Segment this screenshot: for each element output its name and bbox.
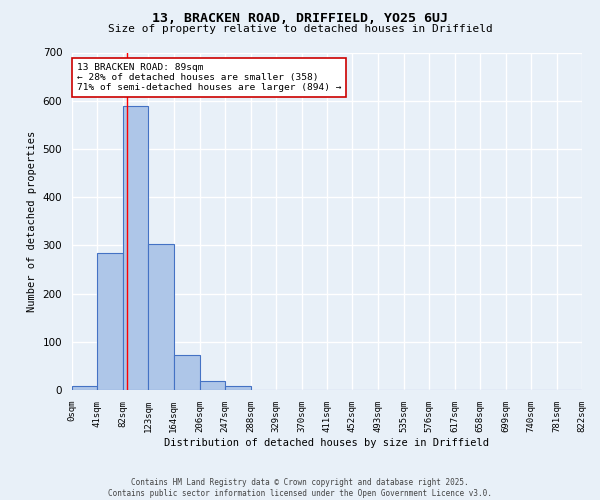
Bar [97, 252, 123, 390]
Y-axis label: Number of detached properties: Number of detached properties [27, 130, 37, 312]
X-axis label: Distribution of detached houses by size in Driffield: Distribution of detached houses by size … [164, 438, 490, 448]
Text: Contains HM Land Registry data © Crown copyright and database right 2025.
Contai: Contains HM Land Registry data © Crown c… [108, 478, 492, 498]
Bar [72, 386, 97, 390]
Bar [123, 106, 148, 390]
Text: Size of property relative to detached houses in Driffield: Size of property relative to detached ho… [107, 24, 493, 34]
Text: 13, BRACKEN ROAD, DRIFFIELD, YO25 6UJ: 13, BRACKEN ROAD, DRIFFIELD, YO25 6UJ [152, 12, 448, 26]
Text: 13 BRACKEN ROAD: 89sqm
← 28% of detached houses are smaller (358)
71% of semi-de: 13 BRACKEN ROAD: 89sqm ← 28% of detached… [77, 62, 341, 92]
Bar [225, 386, 251, 390]
Bar [200, 382, 225, 390]
Bar [148, 244, 174, 390]
Bar [174, 356, 200, 390]
